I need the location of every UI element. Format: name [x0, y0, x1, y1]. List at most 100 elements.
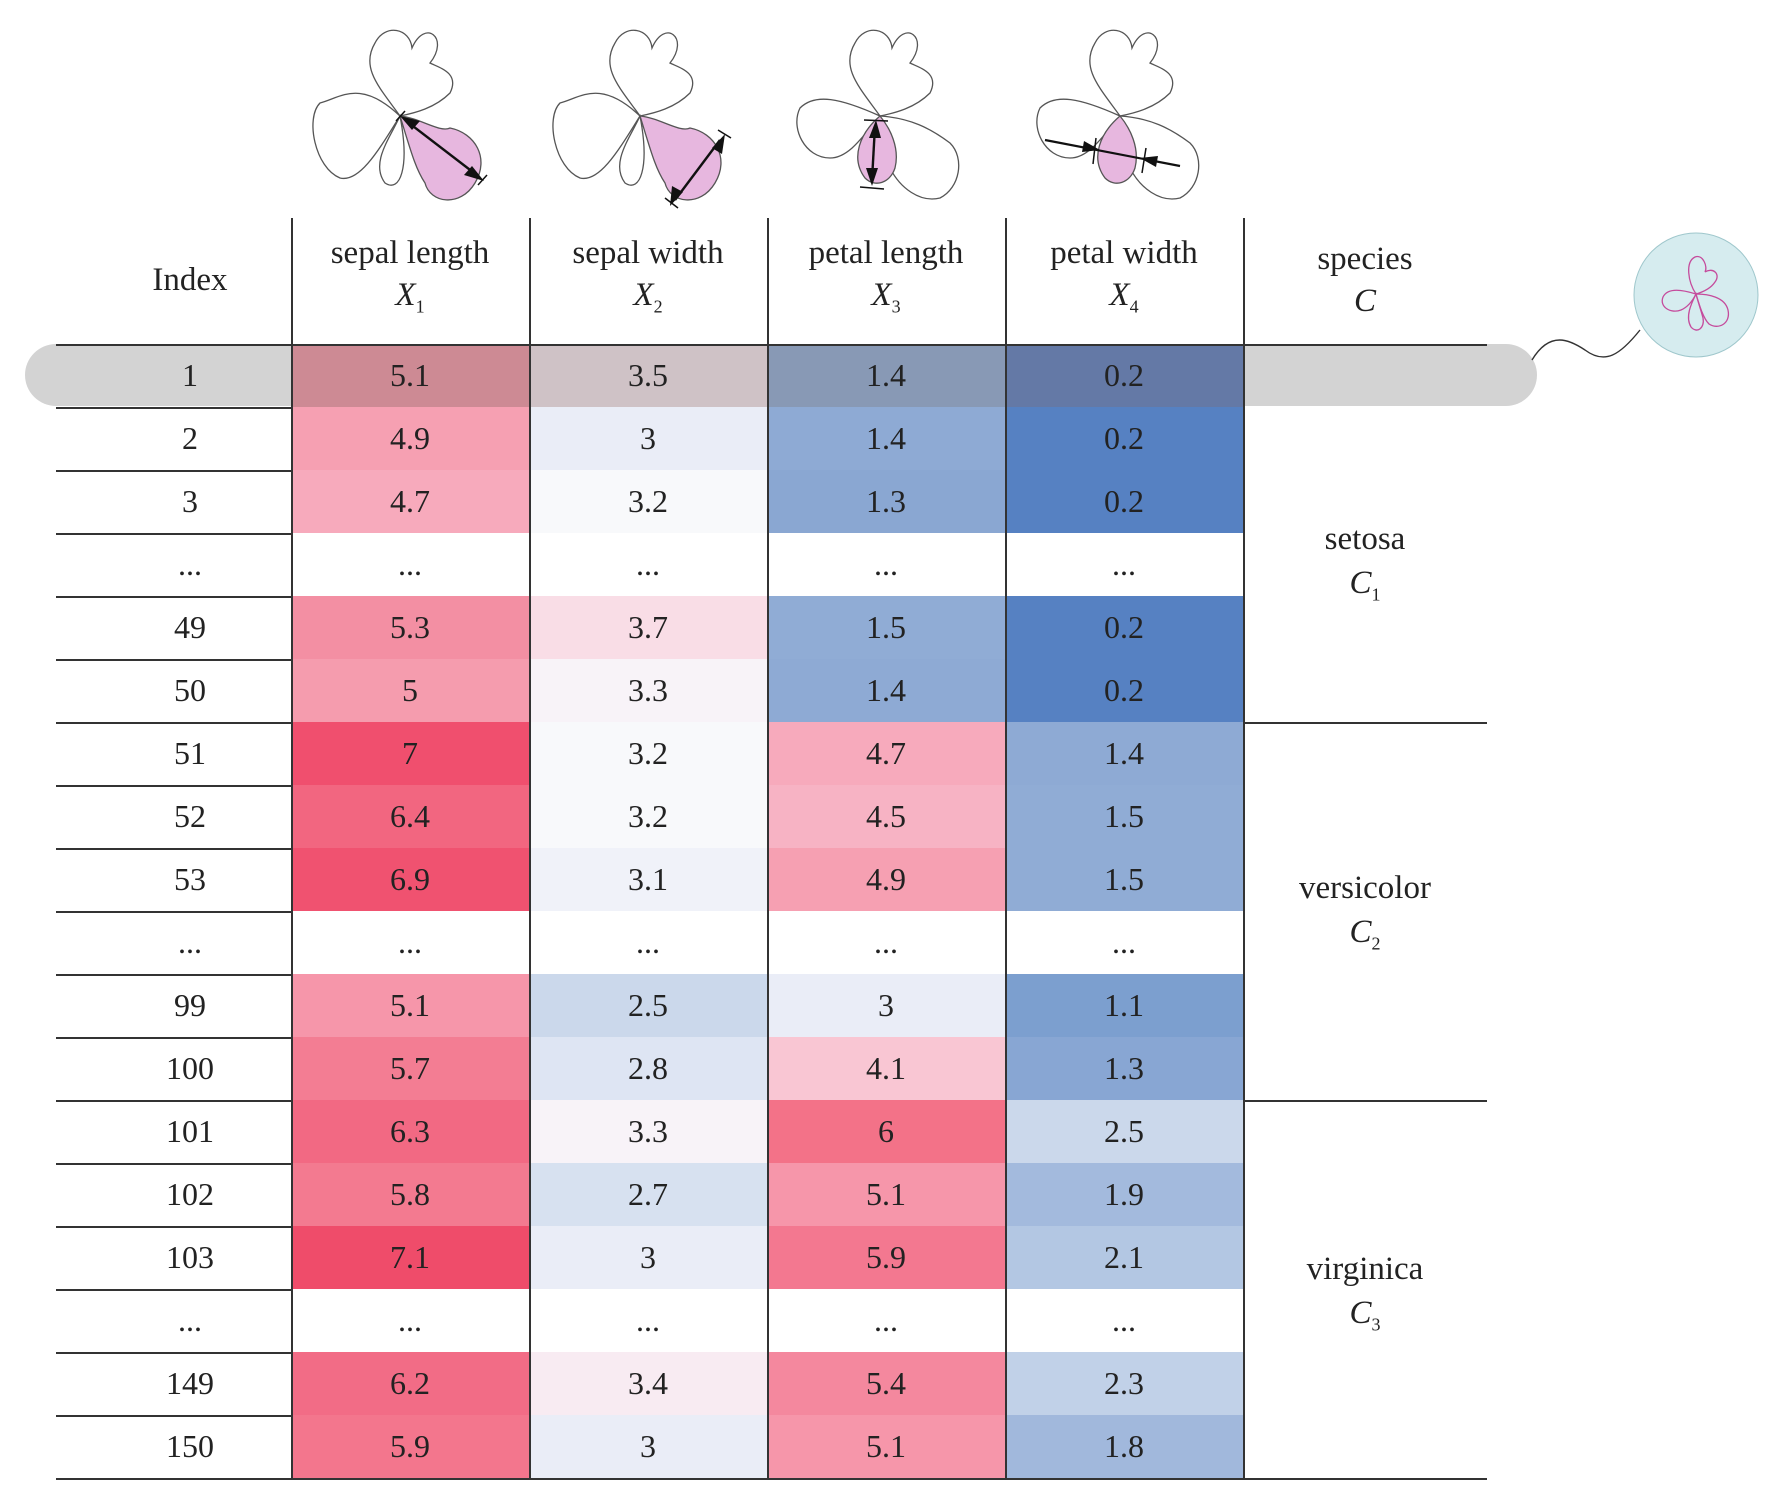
table-cell: 5.9	[767, 1226, 1005, 1289]
table-cell: ...	[291, 1289, 529, 1352]
table-cell: 2.5	[1005, 1100, 1243, 1163]
table-cell: 6	[767, 1100, 1005, 1163]
row-index: 101	[166, 1113, 214, 1149]
row-index: 50	[174, 672, 206, 708]
feature-illustrations	[0, 0, 1776, 220]
table-cell: 1.8	[1005, 1415, 1243, 1478]
row-index: ...	[178, 924, 202, 960]
connector-line	[1531, 329, 1641, 361]
table-cell: 3.1	[529, 848, 767, 911]
flower-bubble-icon	[1633, 232, 1759, 358]
row-divider	[56, 1478, 1487, 1480]
table-cell: 1.5	[767, 596, 1005, 659]
sepal-width-flower-icon	[540, 8, 740, 209]
table-cell: 1.4	[1005, 722, 1243, 785]
table-cell: 6.2	[291, 1352, 529, 1415]
table-cell: 6.3	[291, 1100, 529, 1163]
row-index: ...	[178, 1302, 202, 1338]
table-cell: 5.9	[291, 1415, 529, 1478]
table-cell: 3	[529, 1226, 767, 1289]
table-cell: 4.9	[767, 848, 1005, 911]
table-cell: 2.5	[529, 974, 767, 1037]
table-cell: 0.2	[1005, 344, 1243, 407]
table-cell: 5	[291, 659, 529, 722]
table-cell: 1.5	[1005, 785, 1243, 848]
table-cell: 5.3	[291, 596, 529, 659]
table-cell: 3	[767, 974, 1005, 1037]
row-index: 49	[174, 609, 206, 645]
table-cell: 3.7	[529, 596, 767, 659]
table-cell: ...	[291, 533, 529, 596]
table-cell: 1.5	[1005, 848, 1243, 911]
col-header-petal-length: petal length X3	[808, 235, 964, 317]
index-header: Index	[152, 262, 228, 298]
table-cell: 3.4	[529, 1352, 767, 1415]
row-index: 51	[174, 735, 206, 771]
table-cell: 4.1	[767, 1037, 1005, 1100]
row-index: 3	[182, 483, 198, 519]
row-index: 52	[174, 798, 206, 834]
row-index: 1	[182, 357, 198, 393]
table-cell: 7.1	[291, 1226, 529, 1289]
species-label-virginica: virginica C3	[1306, 1250, 1424, 1335]
column-divider	[767, 218, 769, 1478]
table-cell: 4.7	[767, 722, 1005, 785]
table-cell: 2.7	[529, 1163, 767, 1226]
table-cell: ...	[1005, 911, 1243, 974]
col-header-species: species C	[1317, 241, 1413, 319]
table-cell: ...	[1005, 1289, 1243, 1352]
table-cell: 0.2	[1005, 407, 1243, 470]
table-cell: ...	[1005, 533, 1243, 596]
column-divider	[1005, 218, 1007, 1478]
table-cell: ...	[291, 911, 529, 974]
table-cell: 4.5	[767, 785, 1005, 848]
table-cell: 5.1	[291, 344, 529, 407]
table-cell: 0.2	[1005, 596, 1243, 659]
species-label-setosa: setosa C1	[1324, 520, 1406, 605]
table-cell: 1.4	[767, 659, 1005, 722]
row-index: 100	[166, 1050, 214, 1086]
table-cell: 5.1	[291, 974, 529, 1037]
table-cell: ...	[529, 533, 767, 596]
table-cell: 1.4	[767, 407, 1005, 470]
table-cell: 4.7	[291, 470, 529, 533]
table-cell: 1.4	[767, 344, 1005, 407]
table-cell: 3.3	[529, 659, 767, 722]
table-cell: ...	[767, 1289, 1005, 1352]
species-label-versicolor: versicolor C2	[1299, 869, 1431, 954]
table-cell: ...	[767, 911, 1005, 974]
table-cell: 6.4	[291, 785, 529, 848]
table-cell: 2.1	[1005, 1226, 1243, 1289]
table-cell: 2.3	[1005, 1352, 1243, 1415]
table-cell: 6.9	[291, 848, 529, 911]
table-cell: ...	[529, 1289, 767, 1352]
table-cell: 7	[291, 722, 529, 785]
table-cell: 1.3	[767, 470, 1005, 533]
column-divider	[529, 218, 531, 1478]
col-header-sepal-length: sepal length X1	[330, 235, 490, 317]
col-header-sepal-width: sepal width X2	[572, 235, 724, 317]
table-cell: 3	[529, 1415, 767, 1478]
column-divider	[1243, 218, 1245, 1478]
table-cell: 0.2	[1005, 659, 1243, 722]
table-cell: 3.2	[529, 785, 767, 848]
row-index: 103	[166, 1239, 214, 1275]
table-cell: ...	[767, 533, 1005, 596]
header-divider	[56, 344, 1487, 346]
col-header-petal-width: petal width X4	[1050, 235, 1198, 317]
table-cell: 5.8	[291, 1163, 529, 1226]
row-index: 2	[182, 420, 198, 456]
table-cell: 1.9	[1005, 1163, 1243, 1226]
row-index: 53	[174, 861, 206, 897]
petal-length-flower-icon	[780, 8, 980, 208]
table-cell: 3	[529, 407, 767, 470]
table-cell: 1.3	[1005, 1037, 1243, 1100]
table-cell: 5.1	[767, 1415, 1005, 1478]
table-cell: 2.8	[529, 1037, 767, 1100]
table-cell: 3.2	[529, 722, 767, 785]
table-cell: 3.2	[529, 470, 767, 533]
table-cell: 5.1	[767, 1163, 1005, 1226]
column-divider	[291, 218, 293, 1478]
table-cell: 1.1	[1005, 974, 1243, 1037]
table-cell: 3.5	[529, 344, 767, 407]
